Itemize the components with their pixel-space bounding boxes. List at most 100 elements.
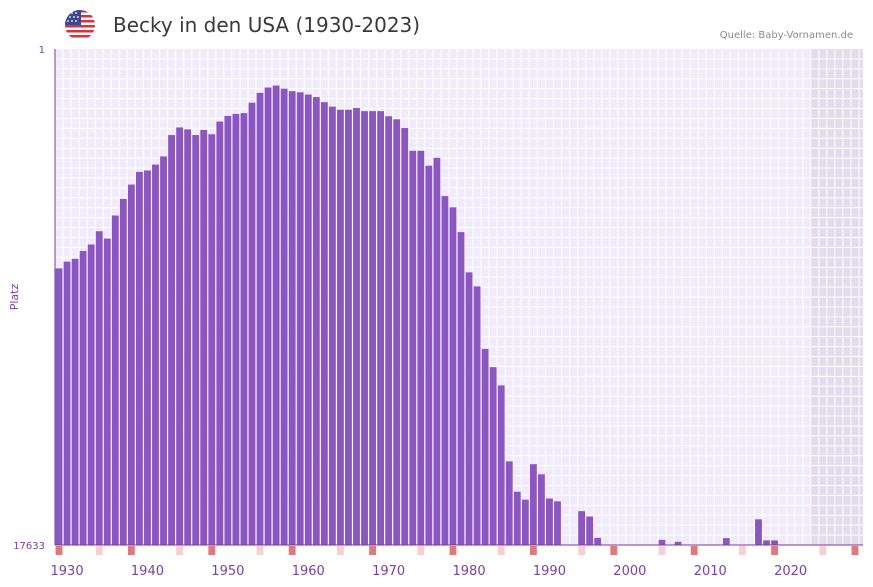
x-tick-label-1930: 1930 bbox=[51, 564, 84, 579]
x-tick-label-1960: 1960 bbox=[292, 564, 325, 579]
bar-1983 bbox=[489, 367, 497, 545]
x-tick-labels: 1930 1940 1950 1960 1970 1980 1990 2000 2010 2020 bbox=[51, 564, 808, 579]
bar-1981 bbox=[473, 286, 481, 545]
bar-1996 bbox=[594, 537, 602, 545]
bar-1950 bbox=[224, 115, 232, 546]
bar-1967 bbox=[361, 111, 368, 545]
bar-1937 bbox=[119, 198, 127, 545]
bar-1956 bbox=[272, 85, 280, 545]
bar-1994 bbox=[578, 511, 586, 545]
year-marker-1968 bbox=[369, 546, 376, 555]
bar-2004 bbox=[658, 539, 666, 545]
bar-1930 bbox=[63, 261, 71, 545]
bar-1949 bbox=[216, 121, 224, 545]
bar-1963 bbox=[328, 106, 336, 546]
bar-2016 bbox=[755, 519, 762, 545]
bar-1971 bbox=[393, 119, 401, 545]
bar-1938 bbox=[127, 184, 135, 545]
bar-1939 bbox=[135, 171, 143, 546]
bar-1936 bbox=[111, 215, 119, 546]
bar-1943 bbox=[168, 135, 175, 545]
year-marker-1964 bbox=[336, 546, 344, 555]
bar-1990 bbox=[546, 498, 553, 545]
bar-1953 bbox=[248, 102, 256, 546]
year-marker-1938 bbox=[127, 546, 135, 555]
bar-1961 bbox=[312, 97, 320, 545]
source-label: Quelle: Baby-Vornamen.de bbox=[719, 30, 853, 41]
bar-1966 bbox=[353, 108, 360, 546]
bar-1954 bbox=[256, 92, 264, 546]
bar-1969 bbox=[377, 111, 385, 545]
bar-1979 bbox=[457, 232, 465, 545]
year-marker-1958 bbox=[288, 546, 296, 555]
bar-1989 bbox=[537, 474, 545, 545]
x-tick-label-1970: 1970 bbox=[372, 564, 405, 579]
bar-1946 bbox=[192, 135, 200, 545]
bar-2012 bbox=[722, 538, 730, 545]
year-markers bbox=[55, 546, 859, 555]
bar-1988 bbox=[529, 464, 537, 545]
bar-1952 bbox=[240, 113, 248, 545]
bar-1957 bbox=[280, 88, 288, 546]
bar-1955 bbox=[264, 87, 272, 545]
bar-1995 bbox=[586, 516, 594, 545]
year-marker-2024 bbox=[819, 546, 827, 555]
bar-2017 bbox=[763, 540, 770, 545]
bar-1973 bbox=[409, 150, 417, 545]
bar-1948 bbox=[208, 134, 216, 545]
year-marker-1944 bbox=[176, 546, 184, 555]
bar-1972 bbox=[401, 128, 409, 546]
x-tick-label-1990: 1990 bbox=[533, 564, 566, 579]
bar-1978 bbox=[449, 207, 457, 546]
bar-1935 bbox=[103, 238, 111, 545]
bar-1987 bbox=[521, 499, 529, 545]
year-marker-1934 bbox=[95, 546, 103, 555]
year-marker-2014 bbox=[738, 546, 746, 555]
bar-1982 bbox=[481, 348, 489, 545]
bar-1986 bbox=[513, 491, 521, 545]
bar-1934 bbox=[95, 231, 103, 546]
year-marker-1994 bbox=[578, 546, 586, 555]
bar-1940 bbox=[144, 170, 151, 545]
x-tick-label-1950: 1950 bbox=[211, 564, 244, 579]
bar-1991 bbox=[554, 501, 561, 545]
year-marker-2004 bbox=[658, 546, 666, 555]
year-marker-1954 bbox=[256, 546, 264, 555]
bar-1942 bbox=[160, 156, 167, 545]
bar-1985 bbox=[505, 461, 513, 545]
bar-1951 bbox=[232, 113, 240, 545]
year-marker-1974 bbox=[417, 546, 425, 555]
bar-1976 bbox=[433, 157, 441, 545]
bar-2018 bbox=[771, 540, 778, 545]
year-marker-1984 bbox=[497, 546, 505, 555]
bar-1980 bbox=[465, 272, 473, 545]
bar-1933 bbox=[87, 244, 95, 545]
bar-1945 bbox=[184, 129, 192, 545]
y-tick-label-bottom: 17633 bbox=[13, 541, 45, 552]
bar-1984 bbox=[497, 385, 505, 545]
bar-1929 bbox=[55, 268, 63, 545]
bar-1959 bbox=[296, 92, 304, 546]
bar-1975 bbox=[425, 165, 433, 545]
bar-1931 bbox=[71, 258, 79, 545]
bars bbox=[55, 85, 778, 546]
bar-1932 bbox=[79, 250, 87, 546]
year-marker-1998 bbox=[610, 546, 618, 555]
x-tick-label-2000: 2000 bbox=[613, 564, 646, 579]
bar-1958 bbox=[288, 91, 296, 545]
bar-1970 bbox=[385, 116, 393, 546]
bar-1965 bbox=[345, 109, 352, 545]
y-axis-title: Platz bbox=[8, 284, 21, 311]
x-tick-label-2010: 2010 bbox=[694, 564, 727, 579]
bar-1960 bbox=[304, 94, 312, 546]
year-marker-2028 bbox=[851, 546, 859, 555]
chart-title: Becky in den USA (1930-2023) bbox=[113, 13, 421, 37]
bar-1944 bbox=[176, 127, 184, 545]
bar-2006 bbox=[674, 541, 682, 545]
year-marker-1948 bbox=[208, 546, 216, 555]
year-marker-2018 bbox=[771, 546, 778, 555]
year-marker-1988 bbox=[529, 546, 537, 555]
bar-1941 bbox=[152, 164, 159, 545]
bar-1974 bbox=[417, 150, 425, 545]
